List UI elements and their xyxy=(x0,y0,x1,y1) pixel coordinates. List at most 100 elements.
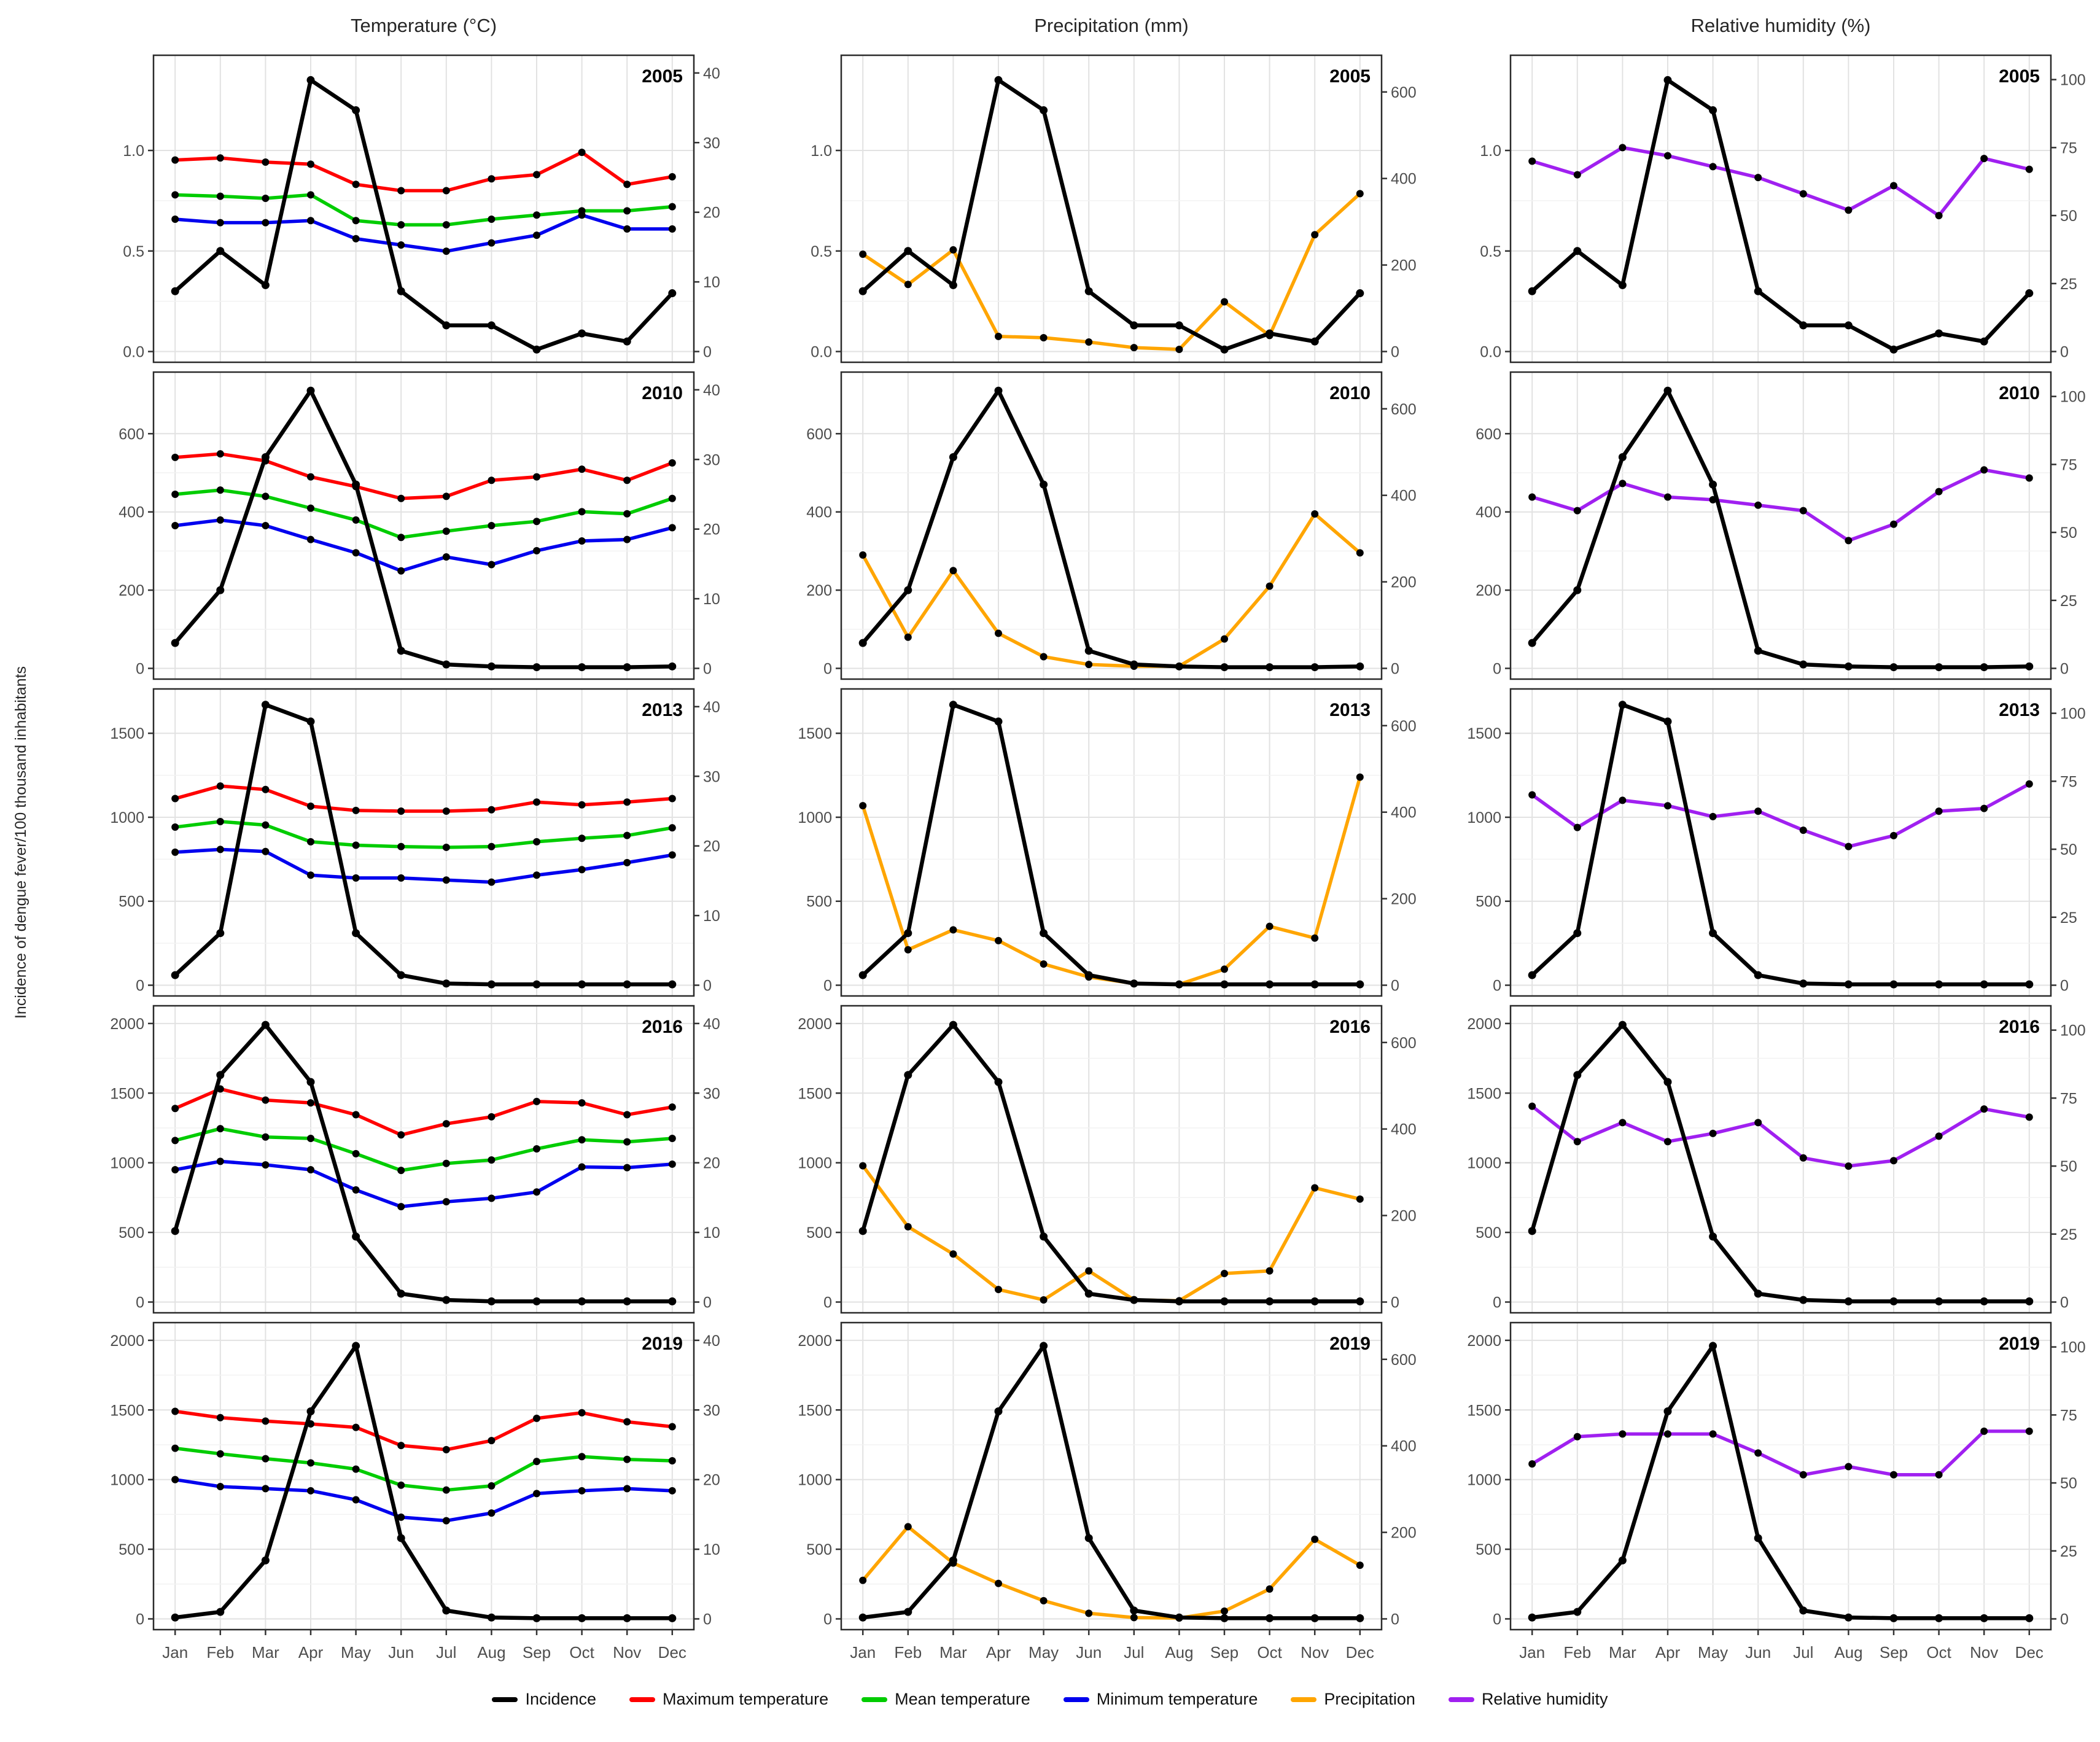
data-point xyxy=(307,191,314,199)
series-line-max_temp xyxy=(173,1409,674,1452)
month-tick-label: Sep xyxy=(1210,1643,1239,1662)
left-axis-tick-label: 2000 xyxy=(110,1332,144,1350)
data-point xyxy=(994,1407,1003,1416)
data-point xyxy=(668,1614,677,1622)
panel-year-label: 2010 xyxy=(1329,383,1371,403)
data-point xyxy=(578,663,586,672)
month-tick-label: Feb xyxy=(1563,1643,1591,1662)
data-point xyxy=(1040,1296,1048,1304)
data-point xyxy=(1528,493,1536,501)
series-line-min_temp xyxy=(173,213,674,253)
data-point xyxy=(1889,1614,1898,1622)
data-point xyxy=(1709,1342,1717,1350)
month-tick-label: Dec xyxy=(2015,1643,2044,1662)
data-point xyxy=(1040,929,1048,938)
data-point xyxy=(1573,1608,1582,1616)
data-point xyxy=(623,858,631,866)
data-point xyxy=(668,524,676,532)
left-axis-tick-label: 0 xyxy=(823,661,832,678)
data-point xyxy=(262,847,270,855)
data-point xyxy=(306,717,315,726)
legend-swatch-mean_temp xyxy=(861,1697,888,1702)
left-axis-tick-label: 1000 xyxy=(798,809,832,826)
month-tick-label: May xyxy=(341,1643,371,1662)
data-point xyxy=(1980,1614,1988,1622)
right-axis-tick-label: 25 xyxy=(2060,1543,2077,1560)
data-point xyxy=(668,795,676,803)
data-point xyxy=(1573,507,1581,515)
right-axis-tick-label: 50 xyxy=(2060,208,2077,225)
left-axis-tick-label: 500 xyxy=(1476,1541,1501,1558)
data-point xyxy=(1266,329,1274,338)
data-point xyxy=(442,492,450,500)
data-point xyxy=(1754,807,1762,815)
data-point xyxy=(1220,1614,1229,1622)
data-point xyxy=(1528,1227,1536,1235)
data-point xyxy=(623,1485,631,1493)
legend-label-max_temp: Maximum temperature xyxy=(663,1690,829,1708)
left-axis-tick-label: 1000 xyxy=(110,809,144,826)
right-axis-tick-label: 0 xyxy=(1391,1294,1399,1312)
right-axis-tick-label: 75 xyxy=(2060,773,2077,790)
data-point xyxy=(1130,344,1138,352)
data-point xyxy=(1266,980,1274,989)
panel-year-label: 2013 xyxy=(1999,700,2040,720)
data-point xyxy=(307,1099,314,1107)
right-axis-tick-label: 30 xyxy=(703,768,720,785)
data-point xyxy=(1845,206,1853,214)
data-point xyxy=(306,1407,315,1416)
data-point xyxy=(578,1487,586,1495)
data-point xyxy=(1528,1460,1536,1468)
data-point xyxy=(1980,337,1988,346)
data-point xyxy=(1221,1607,1228,1615)
data-point xyxy=(1221,965,1228,973)
column-title: Precipitation (mm) xyxy=(1034,15,1189,36)
data-point xyxy=(532,1297,541,1305)
data-point xyxy=(995,1286,1002,1294)
data-point xyxy=(488,175,496,183)
right-axis-tick-label: 40 xyxy=(703,699,720,716)
data-point xyxy=(1310,1614,1319,1622)
right-axis-tick-label: 75 xyxy=(2060,1090,2077,1107)
legend-label-precip: Precipitation xyxy=(1324,1690,1415,1708)
data-point xyxy=(904,633,912,641)
data-point xyxy=(623,663,631,672)
data-point xyxy=(533,1414,540,1422)
data-point xyxy=(668,459,676,467)
data-point xyxy=(442,1198,450,1206)
data-point xyxy=(171,1137,179,1145)
data-point xyxy=(578,1297,586,1305)
right-axis-tick-label: 20 xyxy=(703,204,720,222)
panel-year-label: 2019 xyxy=(1329,1334,1371,1354)
data-point xyxy=(949,1021,957,1029)
right-axis-tick-label: 200 xyxy=(1391,574,1417,591)
month-tick-label: Nov xyxy=(613,1643,641,1662)
right-axis-tick-label: 10 xyxy=(703,274,720,291)
month-tick-label: Oct xyxy=(1257,1643,1282,1662)
data-point xyxy=(1085,661,1093,669)
data-point xyxy=(1664,493,1671,501)
data-point xyxy=(1799,660,1808,669)
month-tick-label: Mar xyxy=(252,1643,279,1662)
panel-2013-1: 0 500 1000 1500 0 10 20 30 40 2013 xyxy=(110,688,720,997)
data-point xyxy=(1130,979,1138,988)
data-point xyxy=(1664,802,1671,810)
data-point xyxy=(1980,980,1988,989)
data-point xyxy=(1844,662,1853,671)
data-point xyxy=(1175,1613,1183,1622)
data-point xyxy=(578,329,586,338)
data-point xyxy=(352,181,360,189)
data-point xyxy=(487,321,496,330)
right-axis-tick-label: 100 xyxy=(2060,389,2086,406)
left-axis-tick-label: 1500 xyxy=(110,725,144,742)
series-line-max_temp xyxy=(173,784,674,813)
data-point xyxy=(949,281,957,289)
data-point xyxy=(623,1164,631,1172)
data-point xyxy=(578,834,586,842)
data-point xyxy=(904,946,912,954)
data-point xyxy=(1220,345,1229,354)
right-axis-tick-label: 30 xyxy=(703,1085,720,1102)
data-point xyxy=(1889,980,1898,989)
data-point xyxy=(1266,922,1274,930)
left-axis-tick-label: 0 xyxy=(136,1294,144,1312)
